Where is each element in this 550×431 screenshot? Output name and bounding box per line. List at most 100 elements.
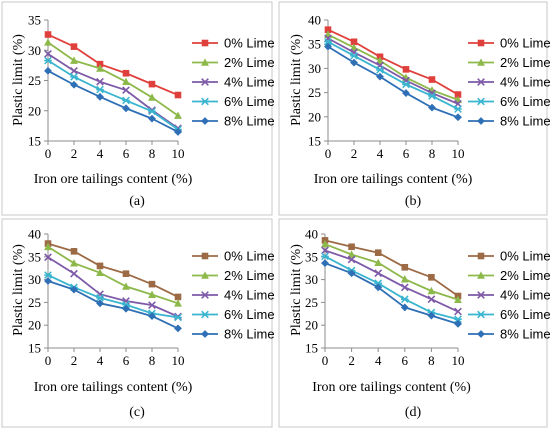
legend-marker <box>201 117 209 125</box>
legend: 0% Lime 2% Lime 4% Lime 6% Lime 8% Lime <box>192 36 275 129</box>
data-point <box>96 92 104 101</box>
y-axis-title: Plastic limit (%) <box>289 244 304 336</box>
data-point <box>44 242 52 251</box>
data-point <box>427 295 436 304</box>
data-point <box>454 307 462 316</box>
legend: 0% Lime 2% Lime 4% Lime 6% Lime 8% Lime <box>468 249 550 342</box>
data-point <box>70 80 78 89</box>
legend-label: 0% Lime <box>224 36 275 51</box>
data-point <box>96 77 104 86</box>
data-point <box>96 60 104 68</box>
y-tick-label: 20 <box>305 318 318 333</box>
data-point <box>428 76 436 83</box>
data-point <box>70 269 78 278</box>
data-point <box>96 294 104 302</box>
data-point <box>96 262 104 270</box>
data-point <box>427 311 436 320</box>
data-point <box>70 285 78 294</box>
legend-marker <box>201 39 209 47</box>
data-series <box>321 239 462 303</box>
data-point <box>454 295 462 303</box>
data-point <box>174 313 182 322</box>
data-series <box>44 240 182 301</box>
x-tick-label: 10 <box>172 353 185 368</box>
x-tick-label: 8 <box>149 353 156 368</box>
data-point <box>454 105 462 113</box>
data-point <box>376 66 384 74</box>
legend-marker <box>477 97 485 106</box>
series-line <box>327 33 459 101</box>
data-point <box>148 301 156 310</box>
data-series <box>44 277 182 333</box>
legend-label: 8% Lime <box>500 327 550 342</box>
data-point <box>70 259 78 267</box>
data-series <box>44 271 182 322</box>
x-tick-label: 4 <box>377 146 384 161</box>
series-line <box>47 53 179 130</box>
y-tick-label: 35 <box>305 249 318 264</box>
x-tick-label: 2 <box>351 146 358 161</box>
series-line <box>324 262 459 325</box>
legend-marker <box>477 39 485 47</box>
legend-label: 8% Lime <box>224 327 275 342</box>
data-point <box>148 80 156 88</box>
x-tick-label: 8 <box>149 146 156 161</box>
data-point <box>427 286 436 295</box>
data-point <box>70 56 78 64</box>
legend-label: 4% Lime <box>224 75 275 90</box>
legend-label: 2% Lime <box>500 268 550 283</box>
data-point <box>321 252 329 261</box>
data-point <box>347 269 356 278</box>
series-line <box>327 28 459 96</box>
legend-label: 6% Lime <box>224 307 275 322</box>
data-point <box>401 263 409 271</box>
data-point <box>44 66 52 75</box>
data-series <box>321 252 462 324</box>
data-point <box>374 283 383 292</box>
chart-panel: 15 20 25 30 35 40 0 2 4 6 8 10 Iron ore tailings con… <box>278 218 550 428</box>
legend-marker <box>477 310 485 319</box>
y-tick-label: 15 <box>28 134 41 149</box>
y-tick-label: 35 <box>28 13 41 28</box>
data-point <box>402 89 410 97</box>
panel-frame <box>278 1 548 216</box>
x-tick-label: 2 <box>71 353 78 368</box>
x-tick-label: 4 <box>375 353 382 368</box>
data-point <box>324 42 332 51</box>
data-point <box>454 113 462 122</box>
data-point <box>374 258 383 267</box>
data-point <box>148 290 156 298</box>
chart-panel: 15 20 25 30 35 40 0 2 4 6 8 10 Iron ore tailings con… <box>1 218 275 428</box>
legend-marker <box>477 252 485 260</box>
x-tick-label: 2 <box>348 353 355 368</box>
data-series <box>321 237 462 300</box>
legend-label: 8% Lime <box>500 114 550 129</box>
y-tick-label: 15 <box>28 341 41 356</box>
panel-frame <box>1 218 273 428</box>
x-axis-title: Iron ore tailings content (%) <box>314 172 473 187</box>
data-series <box>44 31 182 99</box>
data-point <box>400 295 409 304</box>
panel-frame <box>278 218 548 428</box>
data-point <box>44 50 52 58</box>
y-tick-label: 30 <box>28 272 41 287</box>
data-point <box>44 253 52 262</box>
data-point <box>122 77 130 86</box>
y-tick-label: 35 <box>308 37 321 52</box>
x-tick-label: 6 <box>123 146 130 161</box>
legend-marker <box>201 291 209 299</box>
y-tick-label: 25 <box>308 85 321 100</box>
data-series <box>44 50 182 133</box>
x-tick-label: 0 <box>45 146 52 161</box>
y-tick-label: 15 <box>308 134 321 149</box>
y-tick-label: 20 <box>28 103 41 118</box>
data-point <box>122 300 130 309</box>
legend-marker <box>477 78 485 86</box>
x-tick-label: 0 <box>45 353 52 368</box>
data-point <box>374 269 383 278</box>
data-point <box>122 86 130 95</box>
y-tick-label: 20 <box>308 109 321 124</box>
x-tick-label: 8 <box>429 146 436 161</box>
x-tick-label: 10 <box>452 146 465 161</box>
series-line <box>47 280 179 330</box>
